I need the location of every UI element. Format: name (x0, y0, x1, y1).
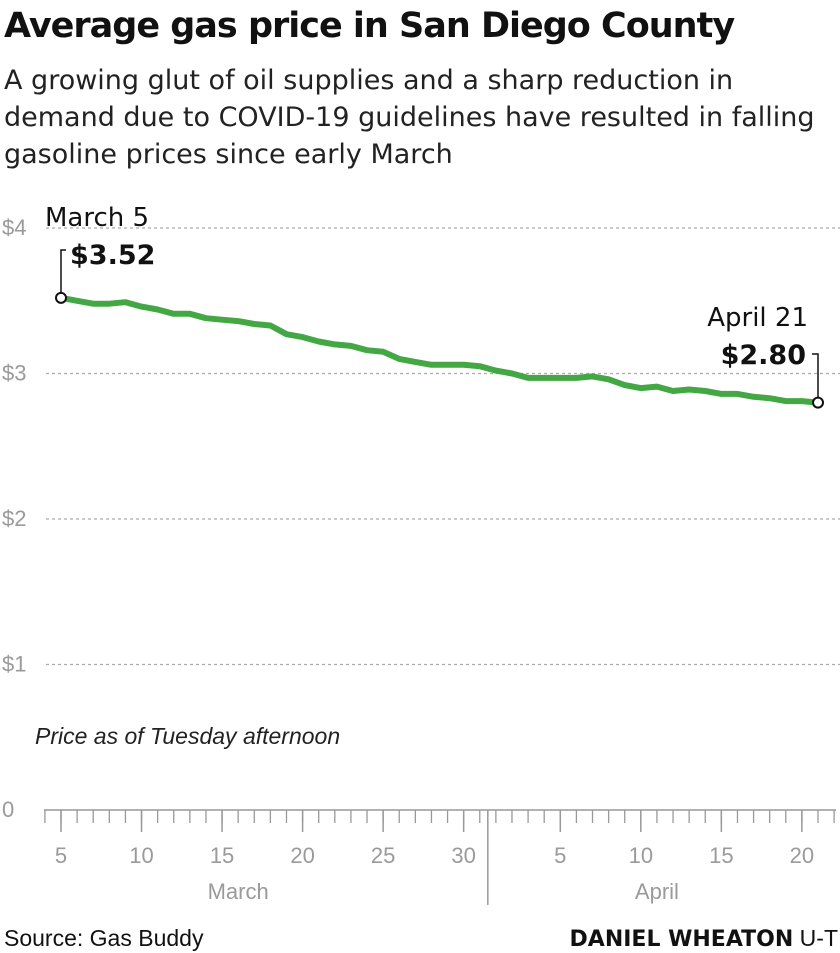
annotation-date-label: April 21 (707, 303, 808, 333)
data-point (90, 301, 96, 307)
source-credit: Source: Gas Buddy (4, 925, 204, 951)
data-point (445, 362, 451, 368)
data-point (718, 391, 724, 397)
data-point (74, 298, 80, 304)
chart-title: Average gas price in San Diego County (4, 6, 735, 46)
data-point (670, 388, 676, 394)
data-point (396, 356, 402, 362)
chart-note: Price as of Tuesday afternoon (35, 723, 340, 749)
data-point (573, 375, 579, 381)
byline-org: U-T (799, 925, 838, 951)
data-point (267, 322, 273, 328)
data-point (412, 359, 418, 365)
data-point (187, 311, 193, 317)
data-point (155, 306, 161, 312)
data-point (509, 371, 515, 377)
month-label: April (635, 879, 679, 904)
annotation-marker (812, 396, 824, 409)
x-tick-label: 15 (709, 843, 733, 868)
data-point (767, 395, 773, 401)
data-point (541, 375, 547, 381)
data-point (316, 338, 322, 344)
data-point (380, 349, 386, 355)
data-point (783, 398, 789, 404)
byline-author: DANIEL WHEATON (569, 927, 794, 952)
grid-lines (46, 227, 840, 666)
data-point (122, 299, 128, 305)
data-point (203, 315, 209, 321)
annotation-value-label: $3.52 (70, 240, 155, 271)
data-point (332, 341, 338, 347)
x-tick-label: 20 (290, 843, 314, 868)
data-point (139, 304, 145, 310)
y-tick-label: $1 (2, 652, 26, 677)
series-line (58, 294, 821, 406)
byline: DANIEL WHEATON U-T (570, 925, 838, 952)
data-point (300, 334, 306, 340)
data-point (493, 368, 499, 374)
chart-subtitle: A growing glut of oil supplies and a sha… (4, 65, 815, 170)
y-tick-label: $2 (2, 506, 26, 531)
data-point (525, 375, 531, 381)
data-point (590, 373, 596, 379)
data-point (751, 394, 757, 400)
y-tick-label: $3 (2, 361, 26, 386)
y-axis-tick-labels: 0 $1 $2 $3 $4 (2, 215, 26, 822)
x-axis: 5 10 15 20 25 30 5 10 15 20 March April (44, 809, 836, 905)
data-point (235, 318, 241, 324)
annotation-marker (55, 291, 67, 304)
data-point (622, 382, 628, 388)
annotation-leader (60, 249, 66, 298)
price-series (58, 294, 821, 406)
data-point (638, 385, 644, 391)
annotations: March 5 $3.52 April 21 $2.80 (45, 203, 824, 409)
annotation-date-label: March 5 (45, 203, 149, 233)
x-tick-label: 5 (554, 843, 566, 868)
data-point (702, 388, 708, 394)
data-point (219, 317, 225, 323)
data-point (799, 398, 805, 404)
x-tick-label: 30 (451, 843, 475, 868)
data-point (606, 376, 612, 382)
data-point (251, 321, 257, 327)
data-point (348, 343, 354, 349)
annotation-leader (812, 353, 819, 403)
gas-price-line-chart: 0 $1 $2 $3 $4 5 10 15 20 25 30 5 10 15 20 March April M… (2, 203, 840, 905)
data-point (477, 363, 483, 369)
annotation-value-label: $2.80 (721, 340, 806, 371)
data-point (171, 311, 177, 317)
y-tick-label: 0 (2, 797, 14, 822)
month-label: March (208, 879, 269, 904)
data-point (557, 375, 563, 381)
data-point (283, 331, 289, 337)
data-point (428, 362, 434, 368)
x-tick-label: 25 (371, 843, 395, 868)
data-point (106, 301, 112, 307)
x-tick-label: 15 (210, 843, 234, 868)
data-point (461, 362, 467, 368)
x-tick-label: 20 (790, 843, 814, 868)
data-point (364, 347, 370, 353)
x-tick-label: 10 (629, 843, 653, 868)
x-tick-label: 10 (129, 843, 153, 868)
data-point (734, 391, 740, 397)
data-point (686, 387, 692, 393)
x-tick-label: 5 (55, 843, 67, 868)
data-point (654, 384, 660, 390)
y-tick-label: $4 (2, 215, 26, 240)
